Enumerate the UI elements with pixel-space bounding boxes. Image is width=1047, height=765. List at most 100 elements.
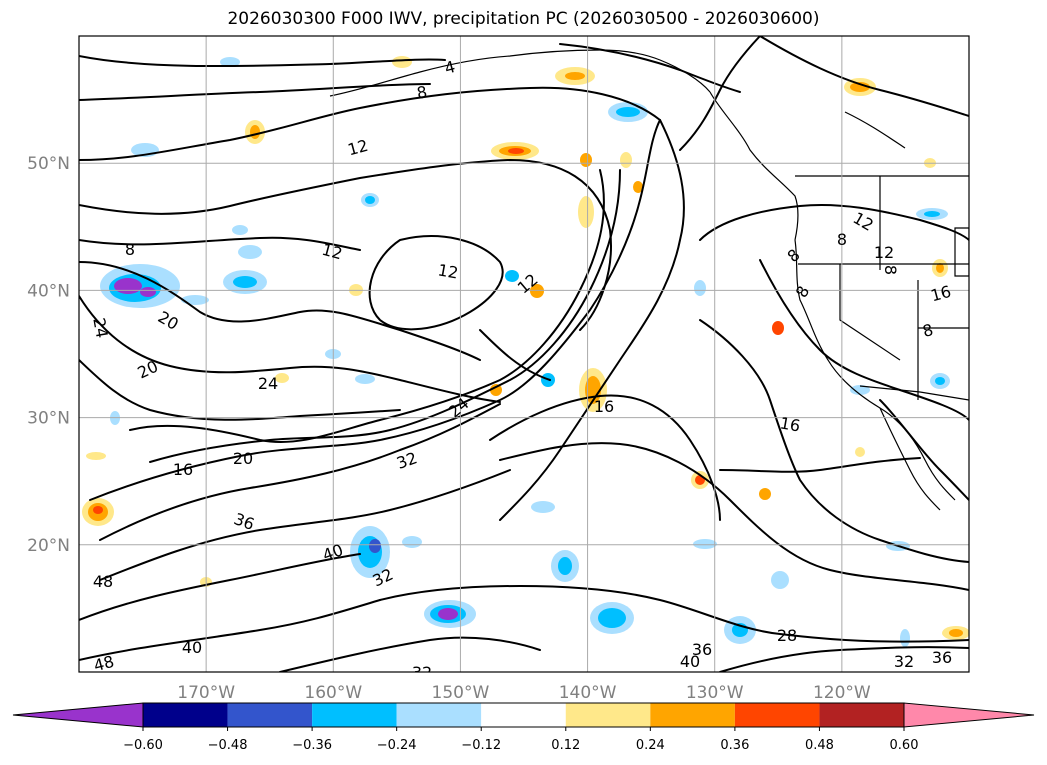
contour-label: 32	[894, 652, 914, 671]
contour-label: 48	[93, 572, 113, 591]
contour-line	[79, 55, 446, 68]
contour-label: 4	[442, 57, 457, 78]
coastline-bc	[709, 91, 799, 241]
contour-label: 36	[932, 648, 952, 667]
precip-patch	[220, 57, 240, 67]
precip-patch	[508, 148, 524, 154]
colorbar-segment	[396, 703, 482, 727]
coastline-us-west	[794, 239, 956, 501]
contour-line	[499, 119, 685, 521]
precip-patch	[275, 373, 289, 383]
colorbar-tick-label: 0.12	[551, 738, 580, 753]
colorbar-tick-label: 0.24	[636, 738, 665, 753]
precip-patch	[580, 153, 592, 167]
colorbar-segment	[650, 703, 735, 727]
colorbar-tick-label: −0.24	[377, 738, 417, 753]
coastline-alaska	[329, 49, 711, 97]
precip-patch	[855, 447, 865, 457]
contour-line	[79, 599, 381, 661]
map-frame	[78, 35, 970, 673]
precip-patch	[900, 629, 910, 647]
contour-line	[99, 403, 501, 541]
contour-line	[79, 86, 661, 161]
colorbar-tick-label: −0.60	[123, 738, 163, 753]
precip-patch	[620, 152, 632, 168]
colorbar-segment	[819, 703, 904, 727]
map-area	[79, 36, 969, 672]
contour-label: 40	[182, 638, 202, 657]
contour-label: 16	[929, 282, 954, 306]
colorbar-tick-label: −0.48	[208, 738, 248, 753]
contour-line	[129, 169, 605, 443]
precip-patch	[365, 196, 375, 204]
precip-patch	[633, 181, 643, 193]
precip-patch	[355, 374, 375, 384]
contour-label: 20	[233, 449, 253, 468]
contour-label: 8	[837, 230, 847, 249]
longitude-tick-labels: 170°W 160°W 150°W 140°W 130°W 120°W	[177, 683, 871, 703]
precip-patch	[616, 107, 640, 117]
coastlines	[329, 49, 969, 511]
precip-patch	[238, 245, 262, 259]
precip-patch	[693, 539, 717, 549]
precip-patch	[598, 608, 626, 628]
colorbar-segment	[143, 703, 228, 727]
precip-patch	[850, 385, 870, 395]
contour-label: 28	[777, 626, 797, 645]
contour-line	[479, 329, 551, 381]
lon-tick-label: 160°W	[304, 683, 362, 703]
precip-patch	[936, 263, 944, 273]
precip-patch	[505, 270, 519, 282]
colorbar-tick-label: 0.60	[890, 738, 919, 753]
precip-patch	[250, 125, 260, 139]
contour-label: 12	[436, 260, 459, 282]
colorbar-segment	[312, 703, 397, 727]
colorbar: −0.60 −0.48 −0.36 −0.24 −0.12 0.12 0.24 0.36 0.4…	[12, 702, 1035, 753]
contour-line	[149, 169, 621, 463]
precip-patch	[232, 225, 248, 235]
precip-patch	[924, 211, 940, 217]
precip-patch	[402, 536, 422, 548]
contour-label: 12	[320, 240, 345, 264]
contour-label: 12	[874, 243, 894, 262]
contour-line	[79, 236, 361, 251]
contour-label: 16	[594, 397, 614, 416]
precip-patch	[233, 276, 257, 288]
contour-line	[699, 203, 969, 241]
colorbar-tick-label: −0.36	[292, 738, 332, 753]
latitude-tick-labels: 50°N 40°N 30°N 20°N	[27, 154, 70, 556]
contour-line	[79, 359, 401, 421]
contour-label: 8	[881, 265, 900, 275]
lat-tick-label: 30°N	[27, 409, 70, 429]
colorbar-extend-low	[12, 702, 144, 728]
precip-patch	[181, 295, 209, 305]
precip-patch	[759, 488, 771, 500]
contour-line	[99, 469, 511, 581]
contour-label: 8	[125, 240, 135, 259]
contour-label: 40	[680, 652, 700, 671]
precip-patch	[369, 539, 381, 553]
contour-label: 16	[778, 413, 801, 435]
contour-line	[368, 235, 504, 331]
precip-patch	[114, 278, 142, 294]
border-state	[954, 227, 969, 277]
precip-patch	[490, 384, 502, 396]
border-state	[839, 264, 901, 361]
precip-patch	[578, 196, 594, 228]
contour-label: 48	[92, 652, 117, 676]
contour-label: 32	[412, 663, 432, 682]
colorbar-extend-high	[903, 702, 1035, 728]
precip-patch	[694, 280, 706, 296]
colorbar-segment	[734, 703, 820, 727]
contour-label: 16	[173, 460, 193, 479]
plot-title: 2026030300 F000 IWV, precipitation PC (2…	[227, 9, 820, 29]
coastline-alaska-interior	[844, 111, 906, 149]
coastline-baja	[879, 407, 941, 511]
lon-tick-label: 140°W	[559, 683, 617, 703]
colorbar-tick-label: −0.12	[461, 738, 501, 753]
contour-label: 24	[89, 316, 111, 339]
colorbar-segment	[227, 703, 313, 727]
precip-patch	[565, 72, 585, 80]
colorbar-segment	[481, 703, 566, 727]
